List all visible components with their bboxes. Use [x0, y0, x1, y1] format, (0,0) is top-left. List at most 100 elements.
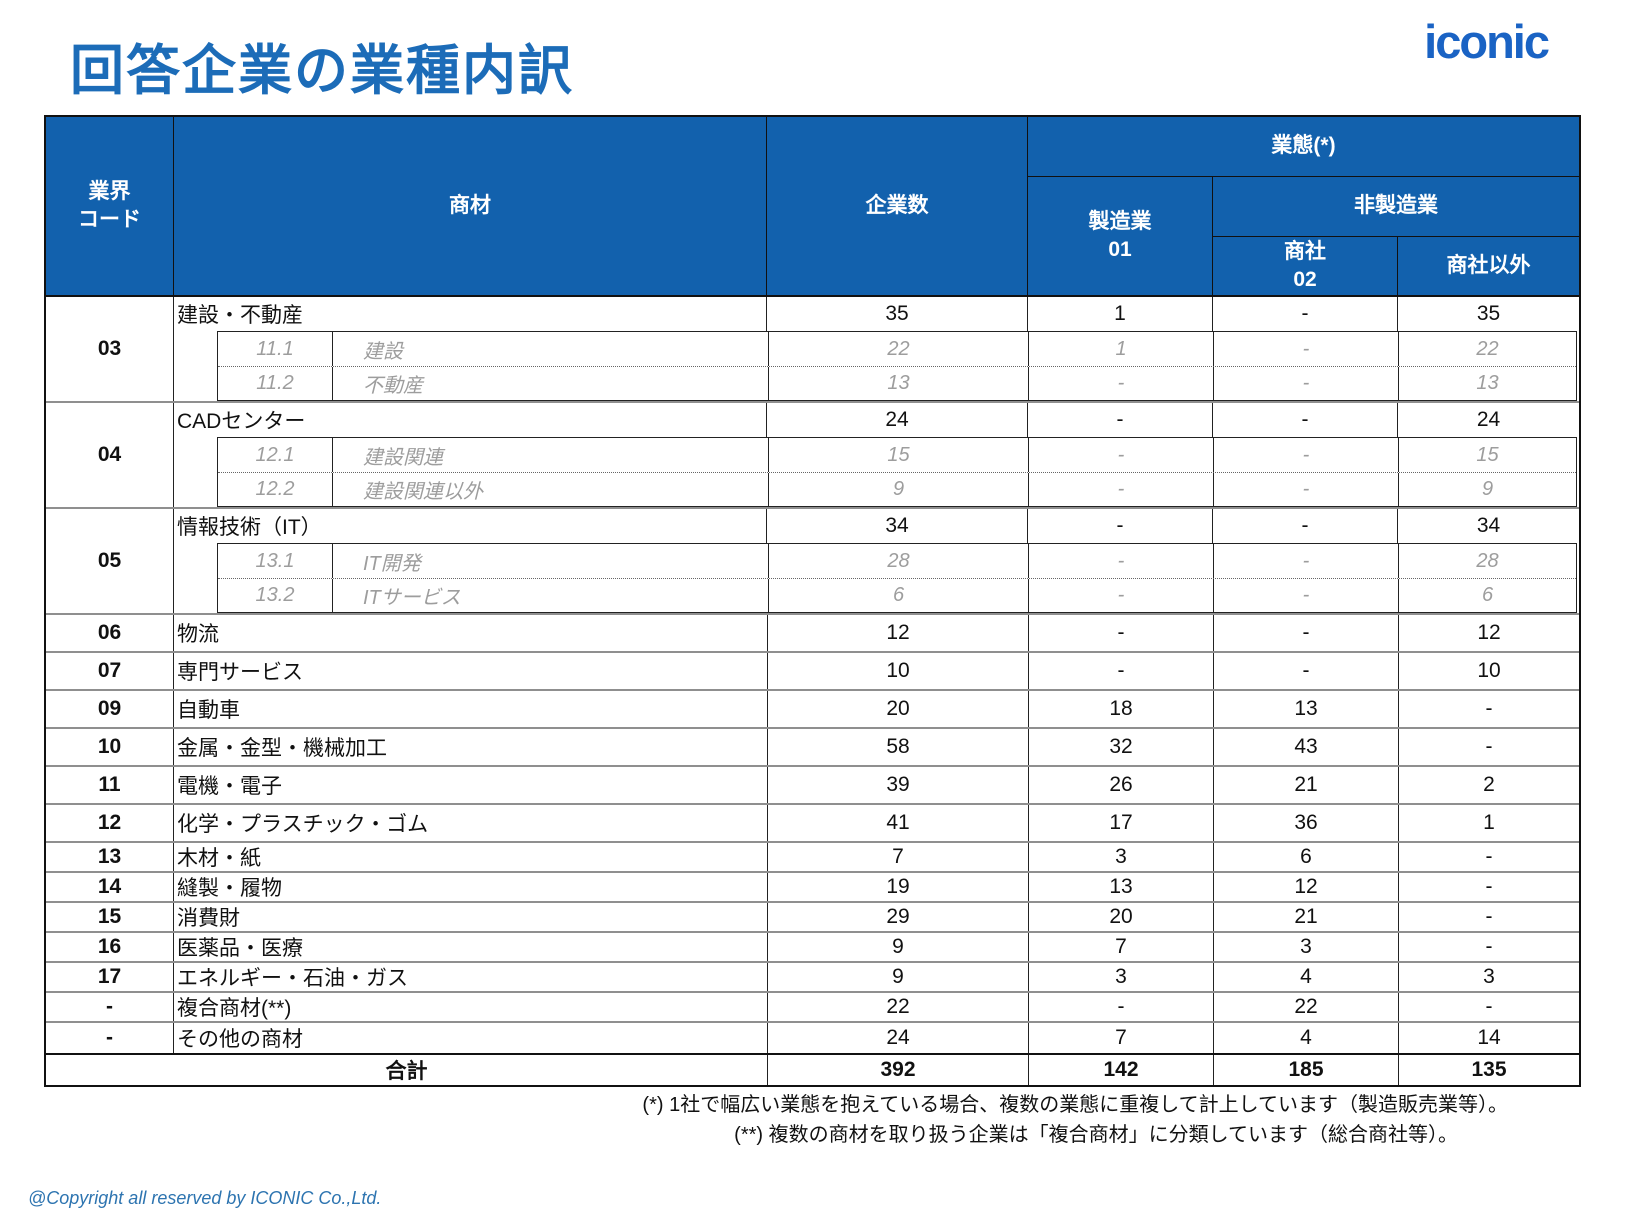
value-cell: 20 — [767, 691, 1028, 727]
copyright-text: @Copyright all reserved by ICONIC Co.,Lt… — [28, 1188, 382, 1208]
value-cell: 3 — [1398, 963, 1579, 991]
sub-value-cell: - — [1028, 473, 1213, 506]
total-company-count: 392 — [767, 1055, 1028, 1085]
value-cell: 35 — [1397, 297, 1579, 331]
value-cell: 24 — [766, 403, 1027, 437]
product-label: 消費財 — [177, 907, 240, 930]
sub-value-cell: 9 — [768, 473, 1028, 506]
col-header-manufacturing-line1: 製造業 — [1088, 209, 1152, 233]
industry-code-cell: 03 — [46, 297, 174, 401]
sub-value-cell: 22 — [1398, 332, 1576, 366]
value-cell: - — [1028, 993, 1213, 1021]
value-cell: 4 — [1213, 963, 1398, 991]
value-cell: 1 — [1398, 805, 1579, 841]
col-header-trading-line2: 02 — [1293, 268, 1317, 291]
col-header-product: 商材 — [174, 117, 767, 295]
non-manufacturing-split: 商社 02 商社以外 — [1213, 237, 1579, 295]
product-label: 建設・不動産 — [177, 304, 303, 327]
sub-value-cell: - — [1028, 438, 1213, 472]
sub-value-cell: - — [1028, 367, 1213, 400]
group-rows: CADセンター 24- -24 12.1 建設関連 15- -15 12.2 建設関連以外 9- -… — [174, 403, 1579, 507]
industry-row: - 複合商材(**) 22-22- — [46, 993, 1579, 1023]
value-cell: - — [1398, 993, 1579, 1021]
sub-value-cell: 13 — [768, 367, 1028, 400]
sub-label: 建設関連 — [363, 446, 443, 469]
sub-value-cell: - — [1213, 579, 1398, 612]
sub-value-cell: 28 — [1398, 544, 1576, 578]
value-cell: 22 — [1213, 993, 1398, 1021]
industry-code-cell: 09 — [46, 691, 174, 727]
value-cell: - — [1212, 509, 1397, 543]
value-cell: - — [1398, 843, 1579, 871]
value-cell: 17 — [1028, 805, 1213, 841]
industry-code-cell: 10 — [46, 729, 174, 765]
sub-rows: 11.1 建設 22 1-22 11.2 不動産 13- -13 — [217, 331, 1577, 401]
product-label: 複合商材(**) — [177, 997, 292, 1020]
industry-row: 10 金属・金型・機械加工 58 32 43- — [46, 729, 1579, 767]
total-row: 合計 392 142 185 135 — [46, 1053, 1579, 1085]
sub-code: 13.2 — [218, 579, 333, 612]
sub-code: 12.1 — [218, 438, 333, 472]
col-header-manufacturing-line2: 01 — [1108, 238, 1132, 261]
value-cell: 13 — [1028, 873, 1213, 901]
industry-code-cell: 06 — [46, 615, 174, 651]
sub-value-cell: - — [1213, 438, 1398, 472]
industry-group: 05 情報技術（IT） 34- -34 13.1 IT開発 28- -28 13.2 ITサービス… — [46, 509, 1579, 615]
value-cell: 21 — [1213, 767, 1398, 803]
industry-code-cell: 11 — [46, 767, 174, 803]
product-label: 金属・金型・機械加工 — [177, 737, 387, 760]
value-cell: 7 — [1028, 933, 1213, 961]
sub-code: 13.1 — [218, 544, 333, 578]
col-header-non-trading: 商社以外 — [1446, 253, 1531, 277]
sub-code: 11.2 — [218, 367, 333, 400]
value-cell: - — [1212, 297, 1397, 331]
value-cell: - — [1398, 873, 1579, 901]
product-label: CADセンター — [177, 410, 306, 433]
sub-row: 11.1 建設 22 1-22 — [218, 332, 1576, 366]
value-cell: 22 — [767, 993, 1028, 1021]
value-cell: - — [1027, 509, 1212, 543]
sub-label: IT開発 — [363, 552, 421, 575]
industry-row: 11 電機・電子 39 26 21 2 — [46, 767, 1579, 805]
value-cell: 9 — [767, 933, 1028, 961]
col-header-business-type-group: 業態(*) 製造業 01 非製造業 商社 02 商社以外 — [1028, 117, 1579, 295]
product-row: 情報技術（IT） 34- -34 — [174, 509, 1579, 543]
value-cell: 41 — [767, 805, 1028, 841]
sub-value-cell: 13 — [1398, 367, 1576, 400]
value-cell: 6 — [1213, 843, 1398, 871]
table-body: 03 建設・不動産 35 1-35 11.1 建設 22 1-22 11.2 不動産 13- -13 0… — [46, 297, 1579, 1053]
col-header-trading-line1: 商社 — [1284, 239, 1326, 263]
industry-code-cell: 14 — [46, 873, 174, 901]
sub-label: ITサービス — [363, 587, 461, 609]
total-non-trading: 135 — [1398, 1055, 1579, 1085]
value-cell: 24 — [767, 1023, 1028, 1053]
page-title: 回答企業の業種内訳 — [70, 41, 574, 101]
sub-value-cell: 1 — [1028, 332, 1213, 366]
value-cell: - — [1398, 933, 1579, 961]
industry-group: 04 CADセンター 24- -24 12.1 建設関連 15- -15 12.2 建設関連以外 9… — [46, 403, 1579, 509]
industry-row: 15 消費財 29 20 21- — [46, 903, 1579, 933]
sub-rows: 12.1 建設関連 15- -15 12.2 建設関連以外 9- -9 — [217, 437, 1577, 507]
value-cell: 10 — [1398, 653, 1579, 689]
value-cell: - — [1213, 653, 1398, 689]
sub-row: 12.1 建設関連 15- -15 — [218, 438, 1576, 472]
industry-code-cell: 15 — [46, 903, 174, 931]
value-cell: - — [1398, 729, 1579, 765]
product-label: その他の商材 — [177, 1028, 303, 1051]
industry-row: 07 専門サービス 10- -10 — [46, 653, 1579, 691]
group-rows: 建設・不動産 35 1-35 11.1 建設 22 1-22 11.2 不動産 13- -13 — [174, 297, 1579, 401]
sub-label: 建設 — [363, 340, 403, 363]
sub-value-cell: - — [1213, 473, 1398, 506]
value-cell: 3 — [1028, 843, 1213, 871]
col-header-industry-code: 業界 コード — [46, 117, 174, 295]
industry-code-cell: 07 — [46, 653, 174, 689]
value-cell: 26 — [1028, 767, 1213, 803]
value-cell: 9 — [767, 963, 1028, 991]
value-cell: 3 — [1028, 963, 1213, 991]
product-label: 木材・紙 — [177, 847, 261, 870]
col-header-industry-code-line1: 業界 — [88, 179, 131, 203]
table-header: 業界 コード 商材 企業数 業態(*) 製造業 01 非製造業 商社 — [46, 117, 1579, 297]
industry-group: 03 建設・不動産 35 1-35 11.1 建設 22 1-22 11.2 不動産 13- -13 — [46, 297, 1579, 403]
sub-value-cell: - — [1213, 332, 1398, 366]
